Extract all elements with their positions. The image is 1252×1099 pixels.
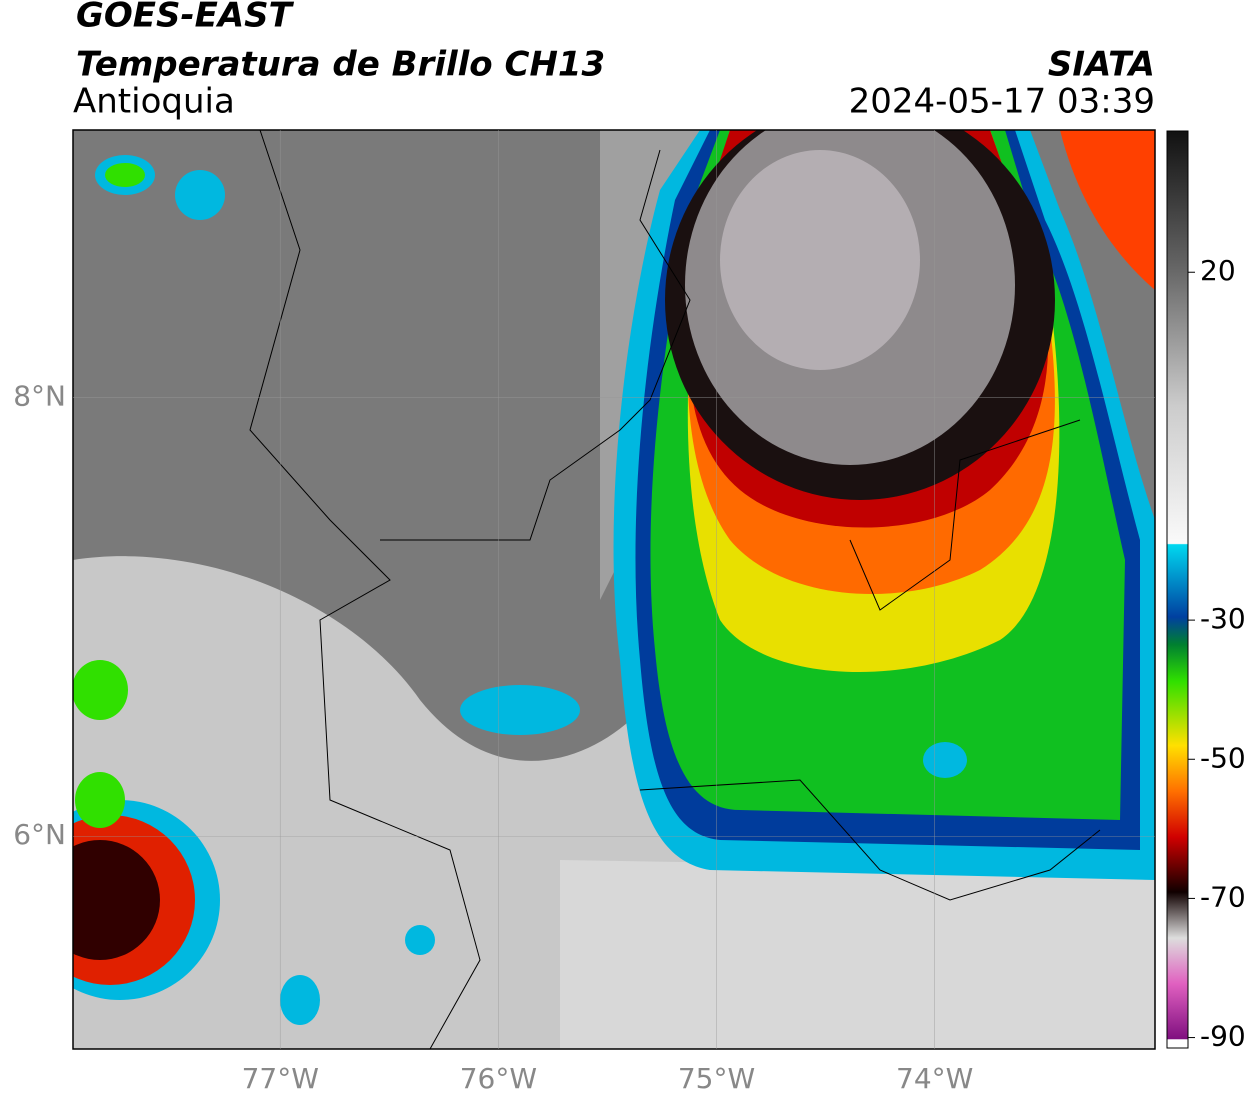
y-tick-label: 8°N bbox=[13, 380, 66, 413]
region: Antioquia bbox=[73, 82, 235, 122]
source: SIATA bbox=[1048, 45, 1155, 85]
y-tick-label: 6°N bbox=[13, 818, 66, 851]
map-frame bbox=[72, 129, 1156, 1050]
x-tick-label: 77°W bbox=[242, 1062, 319, 1095]
x-tick-label: 74°W bbox=[896, 1062, 973, 1095]
colorbar-label: -30 bbox=[1200, 602, 1246, 635]
x-tick-label: 75°W bbox=[678, 1062, 755, 1095]
colorbar-label: -90 bbox=[1200, 1020, 1246, 1053]
subtitle: Temperatura de Brillo CH13 bbox=[76, 45, 605, 85]
imagery bbox=[73, 130, 1155, 1049]
colorbar-label: -70 bbox=[1200, 880, 1246, 913]
title: GOES-EAST bbox=[76, 0, 295, 36]
colorbar bbox=[1166, 130, 1189, 1049]
timestamp: 2024-05-17 03:39 bbox=[849, 82, 1155, 122]
colorbar-label: 20 bbox=[1200, 254, 1236, 287]
colorbar-label: -50 bbox=[1200, 741, 1246, 774]
x-tick-label: 76°W bbox=[460, 1062, 537, 1095]
